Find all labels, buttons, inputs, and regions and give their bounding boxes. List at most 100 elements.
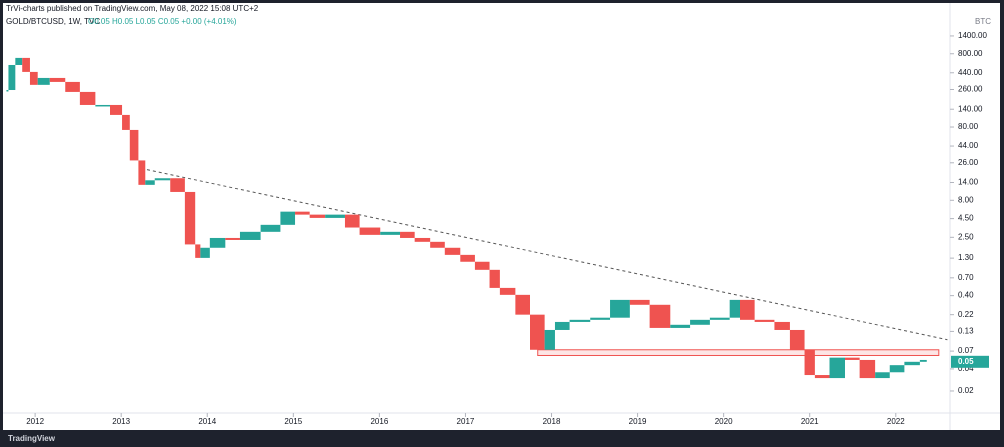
- candle: [554, 321, 570, 330]
- y-tick-label: 1.30: [958, 253, 974, 262]
- candle: [814, 375, 830, 379]
- candle: [195, 244, 201, 258]
- candle: [774, 321, 790, 330]
- candle: [474, 261, 490, 270]
- candle: [444, 247, 461, 255]
- x-tick-label: 2012: [26, 417, 44, 426]
- candle: [690, 319, 710, 325]
- x-tick-label: 2016: [370, 417, 388, 426]
- candle: [184, 191, 196, 245]
- candle: [544, 329, 555, 350]
- y-tick-label: 8.00: [958, 195, 974, 204]
- last-price-box: [951, 355, 989, 368]
- x-tick-label: 2022: [887, 417, 905, 426]
- candle: [489, 269, 500, 288]
- candle: [295, 211, 310, 215]
- footer-bar: [3, 431, 1000, 447]
- y-tick-label: 1400.00: [958, 31, 987, 40]
- support-zone: [537, 349, 940, 356]
- candle: [709, 317, 730, 320]
- y-tick-label: 0.04: [958, 364, 974, 373]
- y-tick-label: 140.00: [958, 104, 983, 113]
- y-tick-label: 800.00: [958, 49, 983, 58]
- candle: [29, 71, 38, 85]
- y-tick-label: 44.00: [958, 141, 979, 150]
- x-tick-label: 2021: [801, 417, 819, 426]
- candle: [430, 241, 445, 248]
- candle: [8, 64, 16, 91]
- candle: [79, 91, 96, 105]
- candle: [754, 319, 775, 322]
- y-tick-label: 0.07: [958, 346, 974, 355]
- candle: [460, 254, 475, 262]
- y-tick-label: 80.00: [958, 122, 979, 131]
- candle: [65, 81, 80, 92]
- candle: [380, 231, 401, 235]
- candle: [515, 294, 530, 315]
- candle: [845, 357, 860, 360]
- y-tick-label: 0.02: [958, 386, 974, 395]
- footer-brand: TradingView: [8, 434, 56, 443]
- candle: [6, 90, 9, 92]
- candle: [649, 304, 671, 328]
- candle: [919, 359, 927, 362]
- candle: [170, 178, 185, 192]
- y-tick-label: 0.22: [958, 310, 974, 319]
- candle: [209, 237, 226, 248]
- candle: [22, 57, 30, 72]
- candle: [280, 211, 296, 225]
- candle: [610, 299, 630, 318]
- y-tick-label: 4.50: [958, 214, 974, 223]
- candle: [95, 104, 110, 107]
- candle: [239, 231, 261, 240]
- candle: [260, 224, 281, 232]
- x-tick-label: 2017: [457, 417, 475, 426]
- candle: [670, 324, 691, 328]
- candle: [400, 231, 415, 238]
- candle: [859, 359, 876, 379]
- ohlc: O0.05 H0.05 L0.05 C0.05 +0.00 (+4.01%): [88, 17, 237, 26]
- symbol: GOLD/BTCUSD, 1W, TVC: [6, 17, 100, 26]
- y-tick-label: 0.13: [958, 327, 974, 336]
- candle: [729, 299, 740, 318]
- x-tick-label: 2020: [715, 417, 733, 426]
- y-unit: BTC: [975, 17, 991, 26]
- candle: [804, 349, 815, 376]
- y-tick-label: 260.00: [958, 85, 983, 94]
- x-tick-label: 2014: [198, 417, 216, 426]
- x-tick-label: 2018: [543, 417, 561, 426]
- candle: [49, 77, 66, 82]
- candle: [37, 77, 50, 85]
- candle: [740, 299, 755, 320]
- candle: [309, 214, 326, 218]
- chart-background: [3, 3, 1000, 430]
- x-tick-label: 2015: [284, 417, 302, 426]
- candle: [359, 227, 381, 235]
- candle: [904, 361, 920, 366]
- y-tick-label: 0.70: [958, 273, 974, 282]
- y-tick-label: 2.50: [958, 232, 974, 241]
- candle: [225, 237, 240, 240]
- candle: [590, 317, 611, 320]
- candle: [829, 357, 845, 379]
- candle: [414, 237, 431, 242]
- candle: [789, 329, 805, 350]
- candle: [15, 57, 23, 65]
- candle: [569, 319, 591, 322]
- trendline: [146, 169, 948, 341]
- candle: [499, 287, 516, 295]
- candle: [629, 299, 650, 305]
- candle: [325, 214, 345, 218]
- published-line: TrVi-charts published on TradingView.com…: [6, 4, 259, 13]
- candle: [200, 247, 210, 258]
- x-tick-label: 2019: [629, 417, 647, 426]
- candle: [875, 372, 890, 379]
- y-tick-label: 14.00: [958, 178, 979, 187]
- candle: [138, 160, 146, 185]
- y-tick-label: 440.00: [958, 68, 983, 77]
- candle: [154, 178, 171, 181]
- candle: [889, 365, 905, 373]
- x-tick-label: 2013: [112, 417, 130, 426]
